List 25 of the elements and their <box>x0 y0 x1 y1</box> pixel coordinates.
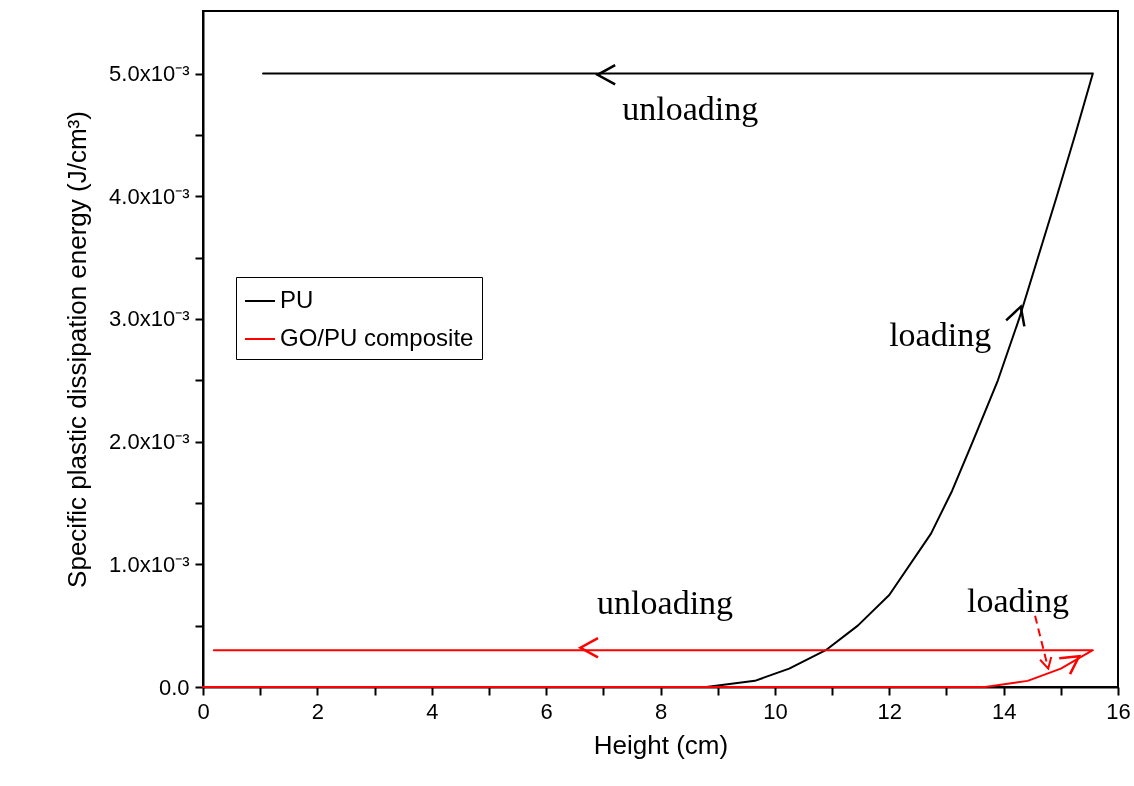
x-tick-label: 10 <box>763 698 788 724</box>
y-tick-label: 4.0x10⁻³ <box>109 183 190 209</box>
legend-label: GO/PU composite <box>280 324 474 351</box>
annotation: unloading <box>597 583 734 621</box>
x-tick-label: 14 <box>991 698 1017 724</box>
x-tick-label: 4 <box>426 698 439 724</box>
annotation: loading <box>889 316 992 354</box>
line-series <box>262 72 1094 688</box>
y-tick-label: 0.0 <box>158 674 190 700</box>
x-tick-label: 0 <box>197 698 210 724</box>
x-tick-label: 12 <box>877 698 902 724</box>
y-tick-label: 3.0x10⁻³ <box>109 306 190 332</box>
x-tick-label: 2 <box>311 698 324 724</box>
x-axis-title: Height (cm) <box>593 729 729 760</box>
y-axis-title: Specific plastic dissipation energy (J/cm³) <box>62 111 93 588</box>
y-tick-label: 1.0x10⁻³ <box>109 551 190 577</box>
line-series <box>202 649 1094 688</box>
y-tick-label: 2.0x10⁻³ <box>109 429 190 455</box>
legend-label: PU <box>280 286 314 313</box>
x-tick-label: 16 <box>1106 698 1131 724</box>
x-tick-label: 8 <box>654 698 668 724</box>
annotation: loading <box>966 582 1069 620</box>
x-tick-label: 6 <box>540 698 553 724</box>
y-tick-label: 5.0x10⁻³ <box>109 61 190 87</box>
annotation: unloading <box>622 90 759 128</box>
